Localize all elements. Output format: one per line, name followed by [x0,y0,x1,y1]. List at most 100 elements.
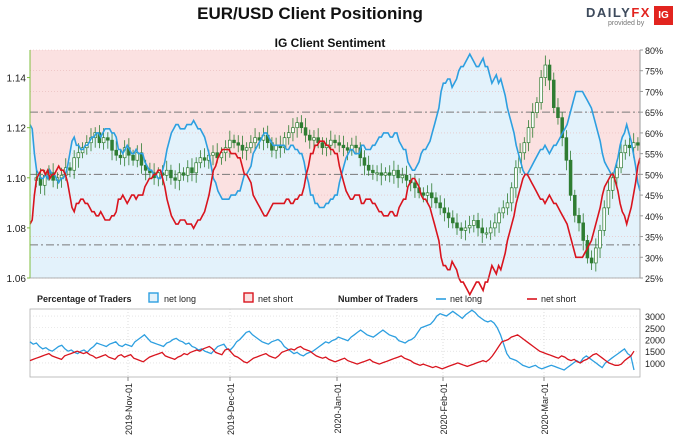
candle-body [573,194,577,216]
candle-body [602,207,606,231]
candle-body [522,142,527,154]
candle-body [106,137,110,141]
logo-wordmark: DAILYFX [586,5,651,20]
price-tick-label: 1.06 [7,274,27,285]
long-area-fill [30,54,640,278]
candle-body [636,142,640,146]
chart-subtitle: IG Client Sentiment [274,36,386,50]
net-long-percent-line [29,52,641,209]
percent-tick-label: 45% [645,191,663,201]
candle-body [594,247,598,264]
candle-body [68,167,72,171]
percent-tick-label: 65% [645,108,663,118]
candle-body [442,207,447,214]
candle-body [392,169,396,176]
candle-body [320,142,325,149]
month-tick-label: 2019-Nov-01 [124,383,134,435]
candle-body [615,167,619,179]
net-short-count-line [29,334,635,370]
net-long-percent-legend-label: net long [164,294,196,304]
count-tick-label: 2500 [645,324,665,334]
candle-body [169,169,173,179]
candle-body [451,217,455,224]
price-tick-label: 1.14 [7,74,27,85]
candle-body [299,122,304,129]
net-short-percent-legend-label: net short [258,294,294,304]
candle-body [354,144,358,149]
candle-body [446,212,451,219]
candle-body [619,152,623,169]
candle-body [118,154,123,159]
candle-body [560,117,564,139]
candle-body [308,134,312,141]
candle-body [232,139,236,144]
candle-body [501,207,506,214]
candle-body [387,172,392,176]
percent-tick-label: 60% [645,129,663,139]
percent-tick-label: 75% [645,67,663,77]
candle-body [379,172,384,176]
candle-body [396,169,400,179]
price-tick-label: 1.12 [7,124,27,135]
logo-tagline: provided by [608,20,645,27]
month-tick-label: 2020-Mar-01 [540,383,550,435]
candle-body [228,139,232,149]
candle-body [434,197,438,204]
candle-body [430,192,434,199]
ig-badge: IG [654,6,673,25]
candle-body [421,192,426,196]
candle-body [295,122,299,129]
percent-tick-label: 30% [645,253,663,263]
candle-body [211,152,215,156]
candle-body [101,137,106,144]
candle-body [505,202,510,209]
candle-body [463,227,468,231]
candle-body [598,230,602,249]
candle-body [198,157,203,164]
candle-body [606,189,611,209]
count-tick-label: 1000 [645,359,665,369]
net-short-count-legend-label: net short [541,294,577,304]
candle-body [291,127,295,134]
percent-tick-label: 50% [645,170,663,180]
candle-body [333,139,337,144]
candle-body [371,169,375,174]
chart-title: EUR/USD Client Positioning [197,4,423,23]
candle-body [253,137,257,144]
candle-body [564,137,569,161]
candle-body [190,167,194,174]
candle-body [509,187,514,204]
candle-body [404,174,409,181]
candle-body [303,127,308,136]
candle-body [484,232,489,235]
month-tick-label: 2019-Dec-01 [226,383,236,435]
candle-body [568,159,573,196]
candle-body [244,147,249,151]
candle-body [539,77,543,103]
candle-body [312,137,316,141]
candle-body [623,144,628,154]
candle-body [114,149,118,156]
number-panel-frame [29,308,641,378]
price-tick-label: 1.10 [7,174,27,185]
candle-body [177,172,182,181]
candle-body [337,142,341,146]
candle-body [455,222,459,229]
candle-body [329,139,333,146]
candle-body [249,142,253,149]
candle-body [139,152,144,166]
candle-body [341,144,346,149]
candle-body [181,172,186,176]
candle-body [194,162,198,174]
count-tick-label: 2000 [645,335,665,345]
candle-body [59,174,64,179]
candle-body [526,127,531,144]
candle-body [547,64,552,81]
count-tick-label: 3000 [645,312,665,322]
candle-body [240,144,245,151]
candle-body [362,157,367,166]
net-long-count-legend-label: net long [450,294,482,304]
candle-body [282,137,287,149]
candle-body [438,202,442,209]
percent-tick-label: 55% [645,150,663,160]
